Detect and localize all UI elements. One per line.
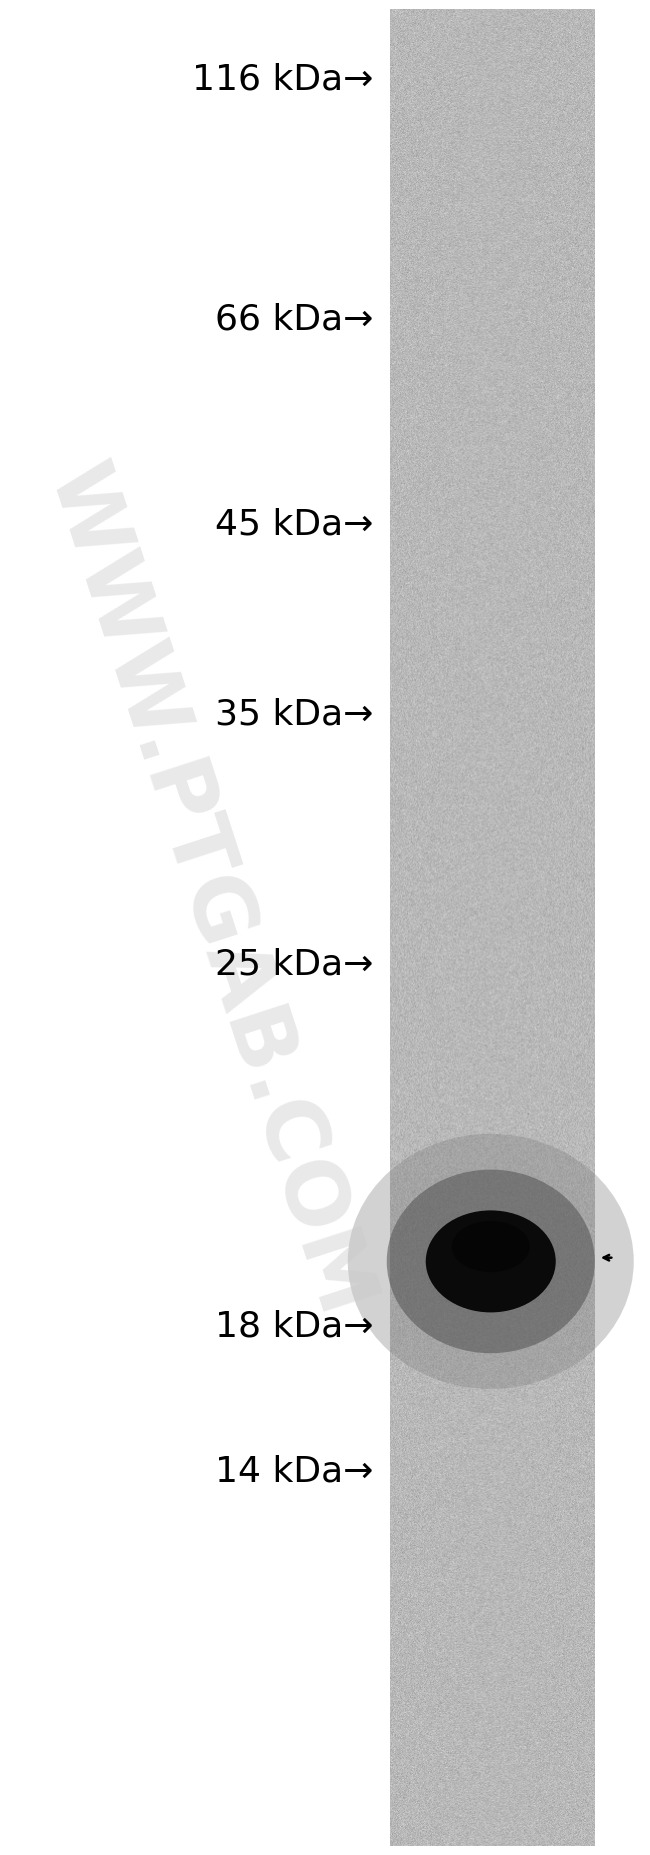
- Bar: [390, 9, 595, 1846]
- Text: 66 kDa→: 66 kDa→: [215, 302, 374, 336]
- Ellipse shape: [387, 1171, 595, 1354]
- Ellipse shape: [348, 1133, 634, 1389]
- Text: WWW.PTGAB.COM: WWW.PTGAB.COM: [31, 454, 385, 1326]
- Ellipse shape: [426, 1209, 556, 1313]
- Text: 18 kDa→: 18 kDa→: [215, 1310, 374, 1343]
- Text: 45 kDa→: 45 kDa→: [215, 508, 374, 542]
- Text: 25 kDa→: 25 kDa→: [215, 948, 374, 981]
- Text: 116 kDa→: 116 kDa→: [192, 63, 374, 96]
- Text: 14 kDa→: 14 kDa→: [215, 1454, 374, 1488]
- Ellipse shape: [452, 1221, 530, 1273]
- Text: 35 kDa→: 35 kDa→: [215, 697, 374, 731]
